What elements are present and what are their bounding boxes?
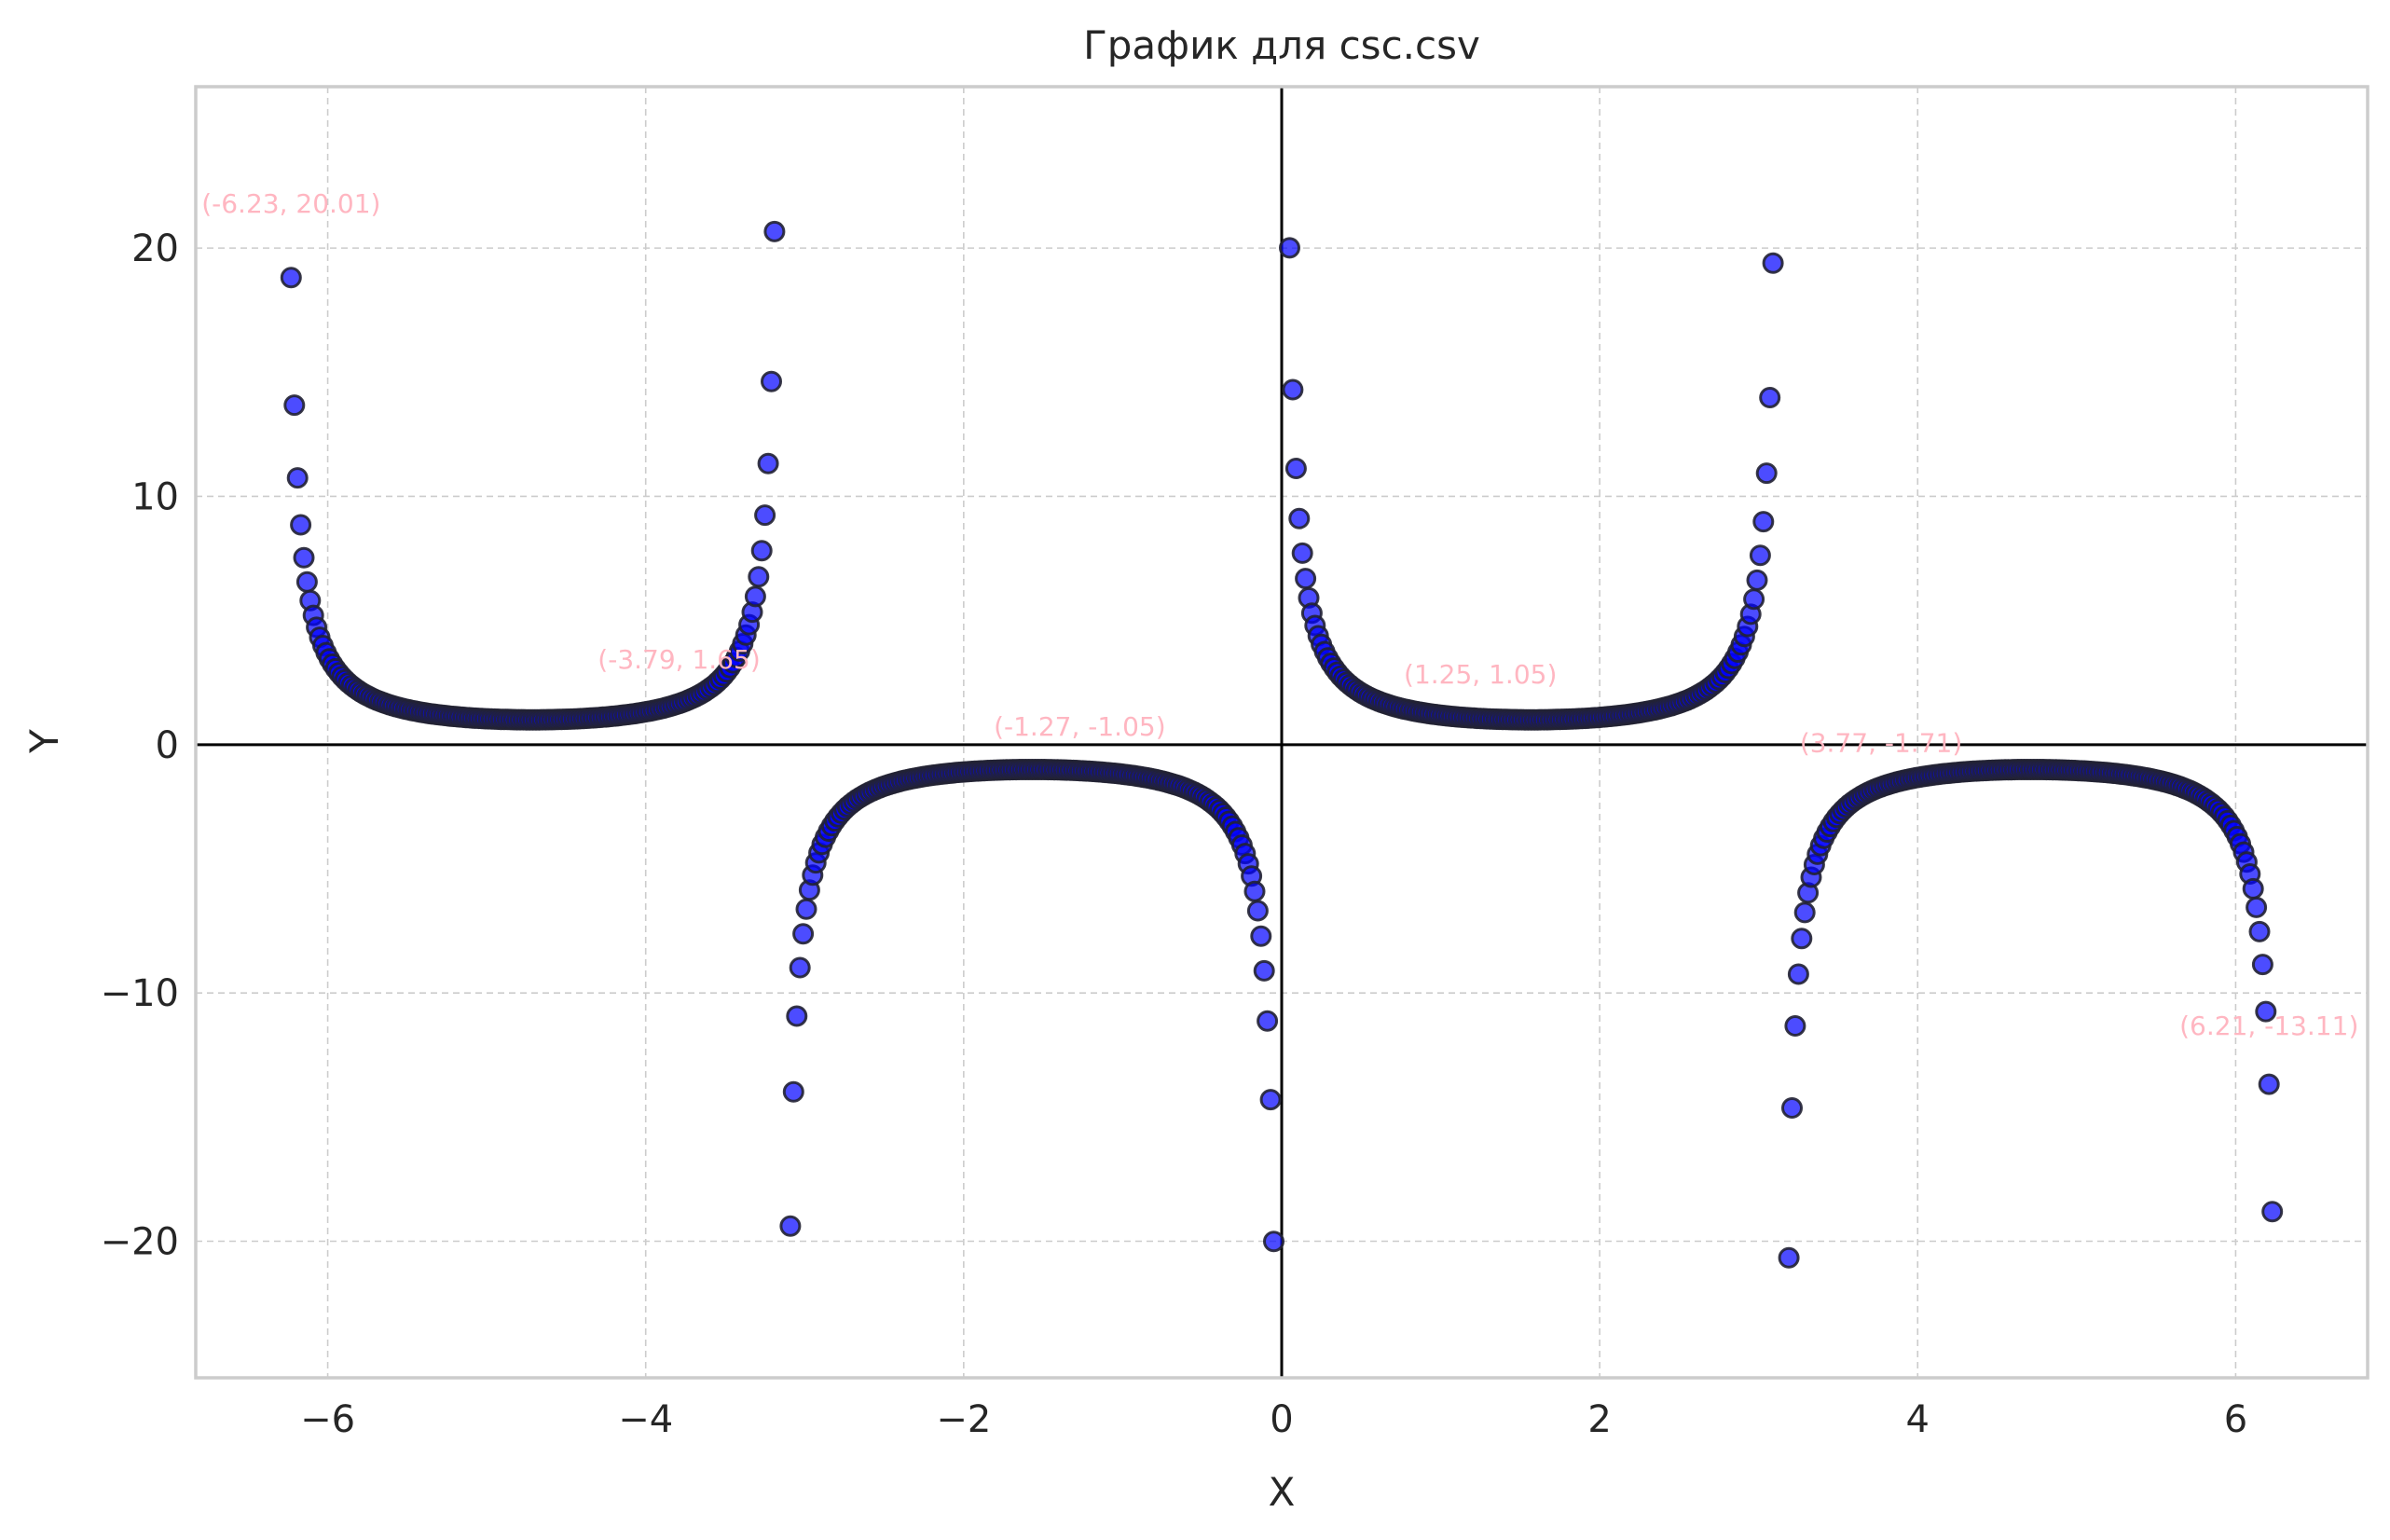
point-annotation: (6.21, -13.11) xyxy=(2179,1011,2358,1041)
point-annotations: (-6.23, 20.01) (-3.79, 1.65) (-1.27, -1.05… xyxy=(201,188,2358,1041)
data-point xyxy=(763,220,786,242)
x-axis-label: X xyxy=(1269,1469,1296,1515)
data-point xyxy=(1282,378,1304,401)
data-point xyxy=(750,540,773,562)
y-axis-label: Y xyxy=(21,729,67,754)
y-tick-label: 10 xyxy=(131,475,179,518)
data-point xyxy=(1793,901,1816,924)
data-points xyxy=(280,220,2284,1269)
point-annotation: (-3.79, 1.65) xyxy=(598,644,760,675)
data-point xyxy=(1791,928,1813,950)
y-tick-labels: −20 −10 0 10 20 xyxy=(101,227,179,1263)
data-point xyxy=(744,585,766,608)
x-tick-label: 0 xyxy=(1270,1398,1293,1441)
data-point xyxy=(1755,462,1778,485)
data-point xyxy=(293,546,315,569)
data-point xyxy=(1743,588,1765,611)
data-point xyxy=(1253,959,1275,982)
plot-frame xyxy=(194,85,2369,1380)
data-point xyxy=(1246,900,1269,922)
point-annotation: (3.77, -1.71) xyxy=(1800,727,1962,758)
data-point xyxy=(2255,1000,2277,1023)
y-tick-label: −20 xyxy=(101,1221,179,1264)
data-point xyxy=(1746,569,1768,591)
data-point xyxy=(1291,542,1313,564)
data-point xyxy=(792,923,815,945)
data-point xyxy=(1762,252,1784,274)
data-point xyxy=(2248,920,2271,942)
data-point xyxy=(1778,1246,1800,1269)
data-point xyxy=(2242,877,2264,900)
data-point xyxy=(290,514,312,536)
data-point xyxy=(1259,1089,1282,1111)
data-point xyxy=(283,394,306,417)
y-tick-label: 20 xyxy=(131,227,179,270)
data-point xyxy=(1243,880,1266,902)
x-tick-label: −6 xyxy=(300,1398,355,1441)
x-tick-labels: −6 −4 −2 0 2 4 6 xyxy=(300,1398,2247,1441)
data-point xyxy=(1288,507,1311,529)
x-tick-label: 6 xyxy=(2224,1398,2247,1441)
data-point xyxy=(1257,1010,1279,1032)
x-tick-label: 2 xyxy=(1587,1398,1611,1441)
data-point xyxy=(782,1080,804,1103)
x-tick-label: −2 xyxy=(936,1398,991,1441)
data-point xyxy=(1787,963,1809,985)
y-tick-label: 0 xyxy=(156,724,179,767)
data-point xyxy=(1752,511,1775,533)
data-point xyxy=(761,370,782,392)
data-point xyxy=(1250,925,1272,947)
data-point xyxy=(754,504,776,527)
data-point xyxy=(2251,954,2273,976)
x-tick-label: −4 xyxy=(618,1398,673,1441)
chart-title: График для csc.csv xyxy=(1083,22,1480,68)
data-point xyxy=(280,267,302,289)
point-annotation: (-6.23, 20.01) xyxy=(201,188,380,219)
data-point xyxy=(295,571,318,593)
point-annotation: (-1.27, -1.05) xyxy=(994,711,1166,742)
data-point xyxy=(1749,544,1771,567)
data-point xyxy=(2246,896,2268,918)
x-tick-label: 4 xyxy=(1906,1398,1930,1441)
data-point xyxy=(1759,387,1781,408)
data-point xyxy=(757,452,779,474)
data-point xyxy=(789,956,811,979)
data-point xyxy=(786,1005,808,1027)
data-point xyxy=(1263,1231,1284,1253)
data-point xyxy=(2261,1201,2284,1223)
data-point xyxy=(1279,237,1300,259)
y-tick-label: −10 xyxy=(101,972,179,1015)
data-point xyxy=(1295,568,1317,590)
zero-axis-lines xyxy=(196,87,2368,1378)
data-point xyxy=(286,467,309,489)
point-annotation: (1.25, 1.05) xyxy=(1404,659,1557,690)
data-point xyxy=(1781,1097,1803,1119)
data-point xyxy=(779,1215,802,1237)
data-point xyxy=(1284,458,1307,479)
data-point xyxy=(1784,1015,1806,1037)
data-point xyxy=(2258,1073,2280,1095)
data-point xyxy=(748,566,770,588)
data-point xyxy=(795,898,817,920)
